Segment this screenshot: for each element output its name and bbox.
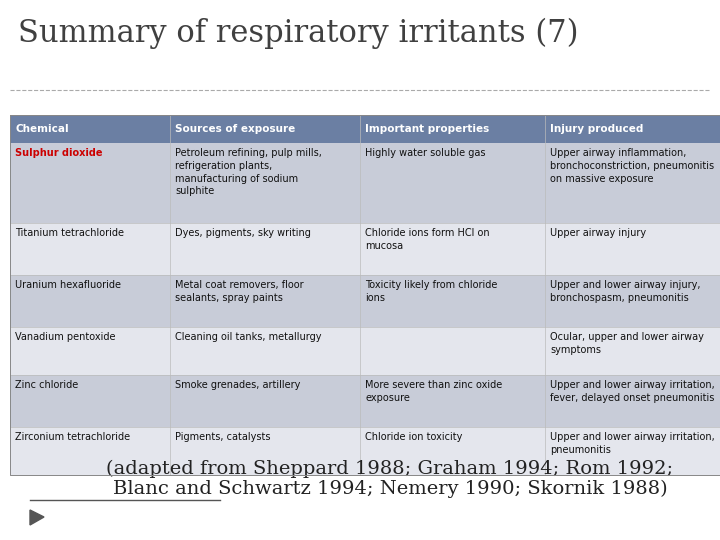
Bar (10, 275, 720, 327)
Text: Toxicity likely from chloride
ions: Toxicity likely from chloride ions (365, 280, 498, 303)
Text: Metal coat removers, floor
sealants, spray paints: Metal coat removers, floor sealants, spr… (175, 280, 304, 303)
Text: Important properties: Important properties (365, 124, 490, 134)
Text: Cleaning oil tanks, metallurgy: Cleaning oil tanks, metallurgy (175, 332, 322, 342)
Text: Chloride ion toxicity: Chloride ion toxicity (365, 432, 462, 442)
Bar (10, 223, 720, 275)
Bar (10, 327, 720, 375)
Polygon shape (30, 510, 44, 525)
Text: Petroleum refining, pulp mills,
refrigeration plants,
manufacturing of sodium
su: Petroleum refining, pulp mills, refriger… (175, 148, 322, 197)
Text: Chemical: Chemical (15, 124, 68, 134)
Bar (10, 143, 720, 223)
Text: (adapted from Sheppard 1988; Graham 1994; Rom 1992;: (adapted from Sheppard 1988; Graham 1994… (107, 460, 674, 478)
Text: Upper and lower airway irritation,
fever, delayed onset pneumonitis: Upper and lower airway irritation, fever… (550, 380, 715, 403)
Text: Titanium tetrachloride: Titanium tetrachloride (15, 228, 124, 238)
Text: More severe than zinc oxide
exposure: More severe than zinc oxide exposure (365, 380, 503, 403)
Text: Sulphur dioxide: Sulphur dioxide (15, 148, 102, 158)
Bar (10, 375, 720, 427)
Text: Zinc chloride: Zinc chloride (15, 380, 78, 390)
Text: Upper and lower airway irritation,
pneumonitis: Upper and lower airway irritation, pneum… (550, 432, 715, 455)
Text: Uranium hexafluoride: Uranium hexafluoride (15, 280, 121, 290)
Text: Chloride ions form HCl on
mucosa: Chloride ions form HCl on mucosa (365, 228, 490, 251)
Text: Dyes, pigments, sky writing: Dyes, pigments, sky writing (175, 228, 311, 238)
Text: Summary of respiratory irritants (7): Summary of respiratory irritants (7) (18, 18, 578, 49)
Text: Smoke grenades, artillery: Smoke grenades, artillery (175, 380, 300, 390)
Text: Highly water soluble gas: Highly water soluble gas (365, 148, 485, 158)
Text: Upper and lower airway injury,
bronchospasm, pneumonitis: Upper and lower airway injury, bronchosp… (550, 280, 701, 303)
Bar (10, 115, 720, 475)
Text: Vanadium pentoxide: Vanadium pentoxide (15, 332, 115, 342)
Text: Pigments, catalysts: Pigments, catalysts (175, 432, 271, 442)
Bar (10, 115, 720, 143)
Text: Upper airway inflammation,
bronchoconstriction, pneumonitis
on massive exposure: Upper airway inflammation, bronchoconstr… (550, 148, 714, 184)
Bar (10, 427, 720, 475)
Text: Injury produced: Injury produced (550, 124, 644, 134)
Text: Upper airway injury: Upper airway injury (550, 228, 646, 238)
Text: Blanc and Schwartz 1994; Nemery 1990; Skornik 1988): Blanc and Schwartz 1994; Nemery 1990; Sk… (113, 480, 667, 498)
Text: Sources of exposure: Sources of exposure (175, 124, 295, 134)
Text: Ocular, upper and lower airway
symptoms: Ocular, upper and lower airway symptoms (550, 332, 704, 355)
Text: Zirconium tetrachloride: Zirconium tetrachloride (15, 432, 130, 442)
